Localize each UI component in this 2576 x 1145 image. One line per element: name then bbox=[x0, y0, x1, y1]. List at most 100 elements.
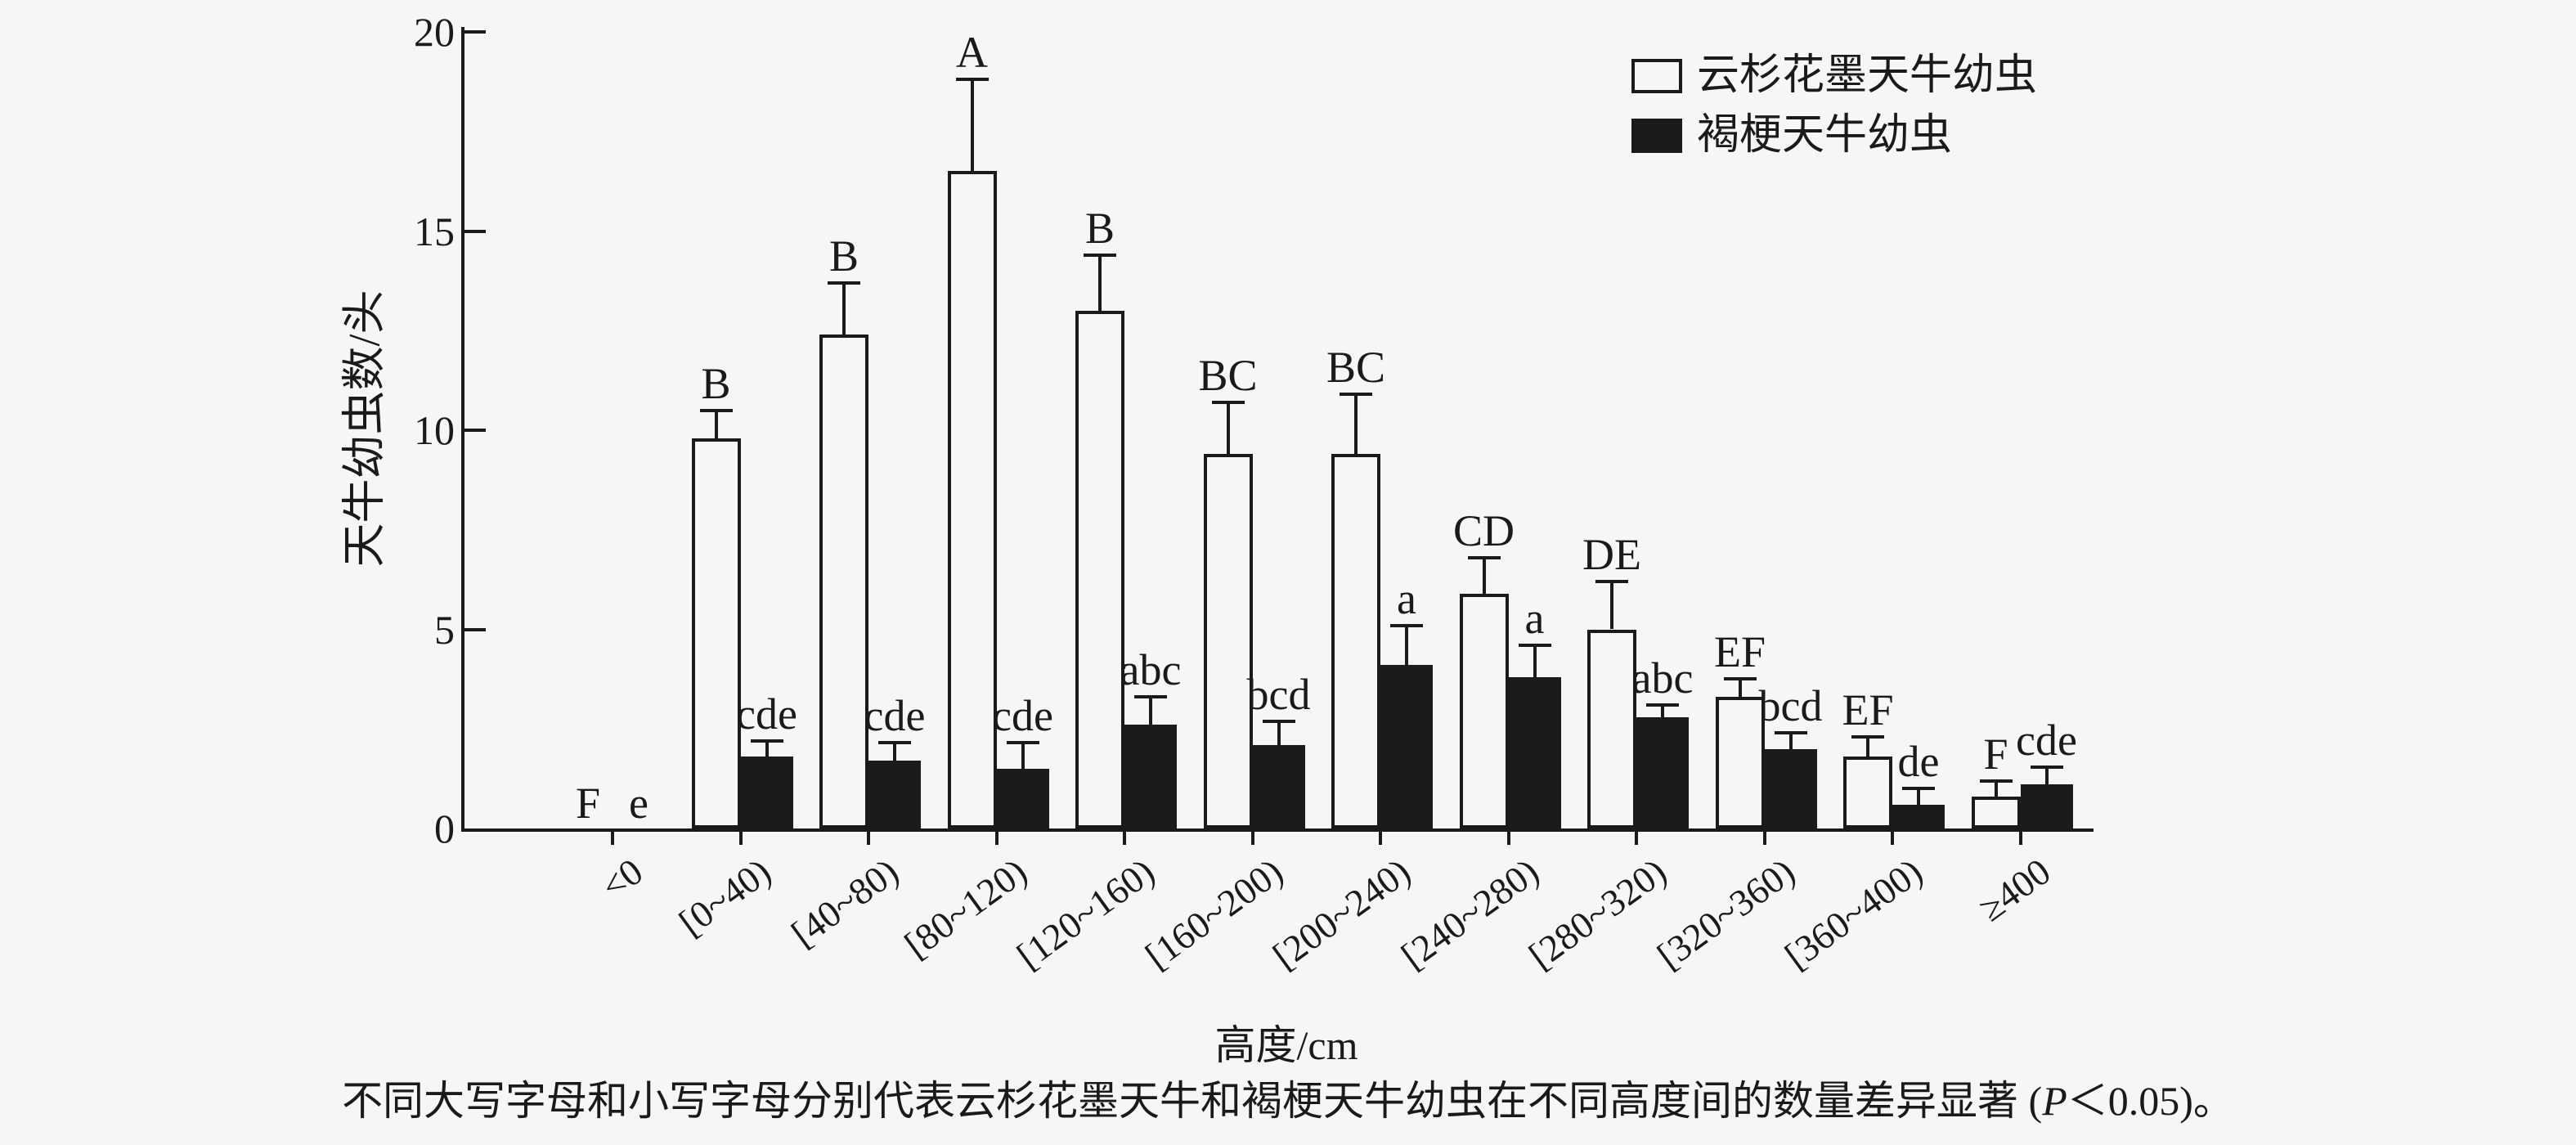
y-tick-mark bbox=[464, 627, 486, 631]
bar-series1 bbox=[1075, 310, 1124, 828]
bar-series2 bbox=[996, 768, 1049, 828]
caption-p-symbol: P bbox=[2042, 1078, 2067, 1124]
x-tick-mark bbox=[1891, 832, 1894, 845]
caption-suffix: ＜0.05)。 bbox=[2067, 1078, 2234, 1124]
error-bar-line bbox=[2044, 766, 2049, 785]
sig-letter: cde bbox=[2016, 715, 2077, 765]
x-tick-label: [280~320) bbox=[1521, 850, 1675, 977]
sig-letter: abc bbox=[1120, 645, 1182, 695]
sig-letter: cde bbox=[864, 691, 926, 741]
y-tick-label: 20 bbox=[414, 9, 455, 55]
error-bar-cap bbox=[1134, 695, 1167, 699]
sig-letter: e bbox=[629, 779, 648, 828]
bar-series1 bbox=[947, 171, 997, 828]
error-bar-cap bbox=[1006, 741, 1039, 745]
bar-series1 bbox=[691, 438, 741, 828]
legend-label-series1: 云杉花墨天牛幼虫 bbox=[1697, 52, 2038, 99]
sig-letter: B bbox=[701, 358, 731, 408]
caption: 不同大写字母和小写字母分别代表云杉花墨天牛和褐梗天牛幼虫在不同高度间的数量差异显… bbox=[0, 1076, 2576, 1125]
y-tick-mark bbox=[464, 229, 486, 233]
error-bar-line bbox=[1277, 721, 1281, 745]
error-bar-cap bbox=[1595, 580, 1628, 584]
bar-series1 bbox=[819, 335, 868, 828]
error-bar-line bbox=[1788, 733, 1793, 749]
y-tick-label: 10 bbox=[414, 407, 455, 453]
x-tick-label: [0~40) bbox=[671, 850, 779, 945]
sig-letter: a bbox=[1524, 593, 1545, 643]
sig-letter: BC bbox=[1198, 350, 1258, 400]
legend: 云杉花墨天牛幼虫 褐梗天牛幼虫 bbox=[1631, 52, 2037, 172]
sig-letter: de bbox=[1897, 737, 1940, 787]
x-axis-title: 高度/cm bbox=[1214, 1022, 1358, 1068]
sig-letter: DE bbox=[1582, 530, 1641, 580]
error-bar-cap bbox=[1390, 623, 1423, 627]
error-bar-line bbox=[1226, 402, 1230, 455]
x-tick-mark bbox=[867, 832, 870, 845]
legend-swatch-black bbox=[1631, 118, 1682, 153]
x-tick-label: [200~240) bbox=[1265, 850, 1419, 977]
bar-series2 bbox=[1892, 804, 1945, 828]
x-tick-mark bbox=[1635, 832, 1638, 845]
error-bar-line bbox=[1866, 736, 1869, 757]
error-bar-cap bbox=[1211, 400, 1245, 404]
x-tick-label: [360~400) bbox=[1777, 850, 1931, 977]
sig-letter: a bbox=[1397, 573, 1416, 623]
x-tick-mark bbox=[1250, 832, 1254, 845]
x-tick-mark bbox=[1123, 832, 1126, 845]
error-bar-cap bbox=[1467, 555, 1501, 559]
error-bar-line bbox=[1482, 557, 1486, 594]
bar-series2 bbox=[740, 757, 793, 828]
sig-letter: EF bbox=[1713, 627, 1766, 677]
x-tick-label: [120~160) bbox=[1009, 850, 1163, 977]
bar-series1 bbox=[1459, 593, 1509, 828]
x-tick-label: ≥400 bbox=[1971, 850, 2058, 930]
x-tick-label: [40~80) bbox=[783, 850, 907, 955]
bar-series1 bbox=[1715, 697, 1765, 828]
error-bar-line bbox=[1405, 625, 1408, 666]
legend-item-series1: 云杉花墨天牛幼虫 bbox=[1631, 52, 2037, 99]
error-bar-line bbox=[970, 79, 974, 172]
y-tick-label: 5 bbox=[434, 606, 455, 653]
bar-series2 bbox=[2020, 784, 2073, 828]
y-tick-label: 0 bbox=[434, 806, 455, 851]
x-tick-mark bbox=[2018, 832, 2022, 845]
x-tick-mark bbox=[1762, 832, 1766, 845]
bar-series1 bbox=[1331, 454, 1380, 828]
error-bar-cap bbox=[699, 408, 733, 412]
error-bar-line bbox=[765, 740, 769, 757]
error-bar-cap bbox=[2030, 765, 2063, 769]
sig-letter: B bbox=[828, 231, 859, 281]
error-bar-cap bbox=[1340, 393, 1372, 397]
error-bar-line bbox=[1610, 581, 1613, 630]
y-axis-line bbox=[461, 27, 464, 832]
sig-letter: BC bbox=[1326, 343, 1386, 393]
error-bar-cap bbox=[1979, 779, 2013, 783]
sig-letter: F bbox=[1983, 729, 2008, 779]
bar-series2 bbox=[1380, 665, 1433, 828]
sig-letter: A bbox=[956, 28, 988, 78]
error-bar-cap bbox=[1902, 787, 1935, 791]
y-axis-title: 天牛幼虫数/头 bbox=[339, 290, 389, 568]
x-tick-mark bbox=[994, 832, 999, 845]
error-bar-line bbox=[1994, 780, 1998, 797]
x-axis-line bbox=[461, 828, 2094, 832]
x-tick-label: <0 bbox=[593, 850, 651, 908]
x-tick-mark bbox=[1506, 832, 1510, 845]
sig-letter: EF bbox=[1842, 685, 1894, 734]
error-bar-line bbox=[1661, 705, 1664, 717]
sig-letter: CD bbox=[1452, 505, 1515, 555]
error-bar-line bbox=[1354, 394, 1358, 455]
bar-series2 bbox=[1124, 725, 1177, 828]
error-bar-cap bbox=[1084, 253, 1116, 257]
error-bar-cap bbox=[1646, 703, 1679, 707]
legend-item-series2: 褐梗天牛幼虫 bbox=[1631, 112, 2037, 159]
sig-letter: bcd bbox=[1758, 681, 1823, 731]
bar-series1 bbox=[1843, 757, 1892, 828]
y-tick-mark bbox=[464, 30, 486, 34]
caption-text: 不同大写字母和小写字母分别代表云杉花墨天牛和褐梗天牛幼虫在不同高度间的数量差异显… bbox=[342, 1078, 2043, 1124]
x-tick-mark bbox=[611, 832, 614, 845]
error-bar-line bbox=[1917, 788, 1920, 805]
error-bar-cap bbox=[1774, 731, 1807, 735]
bar-series2 bbox=[1636, 716, 1689, 828]
sig-letter: B bbox=[1084, 203, 1115, 253]
